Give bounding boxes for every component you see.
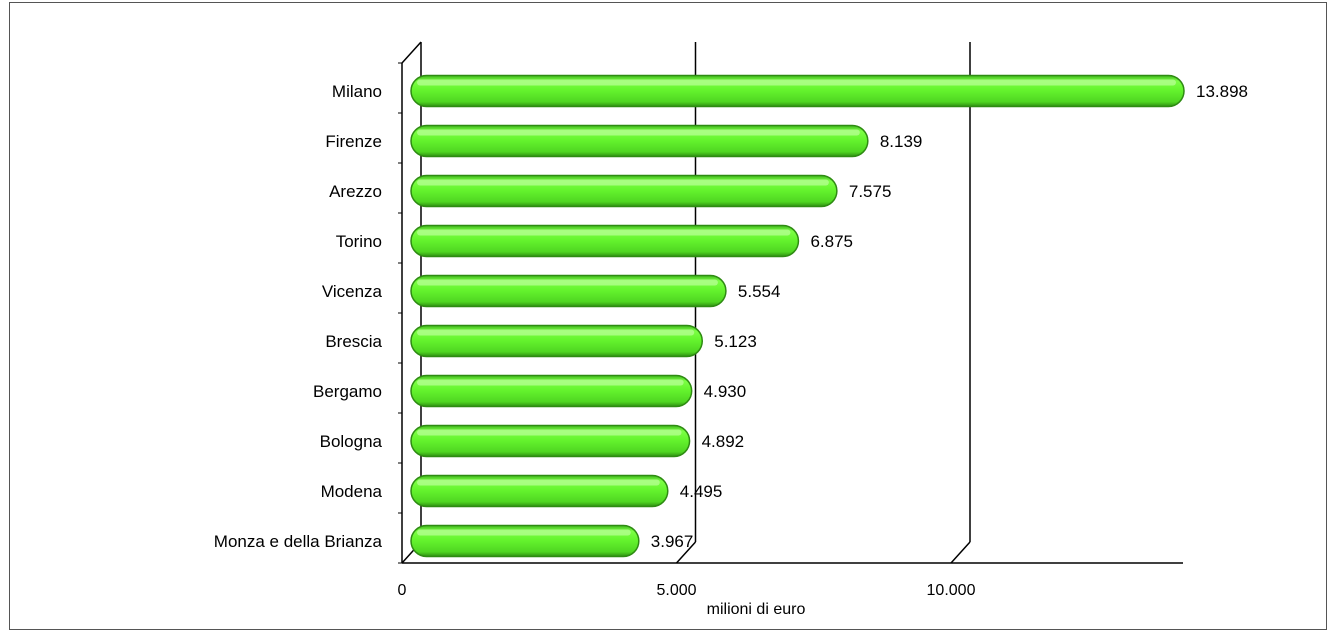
value-label: 8.139 [880,132,923,151]
category-label: Milano [332,82,382,101]
bars [410,74,1185,558]
y-axis-top-edge [401,41,422,64]
bar-highlight [417,329,695,336]
category-label: Vicenza [322,282,383,301]
x-tick-label: 10.000 [927,582,976,599]
value-label: 4.892 [702,432,745,451]
category-label: Firenze [325,132,382,151]
category-label: Brescia [325,332,382,351]
bar-highlight [417,79,1177,86]
value-label: 5.554 [738,282,781,301]
value-label: 4.930 [704,382,747,401]
value-label: 7.575 [849,182,892,201]
category-label: Monza e della Brianza [214,532,383,551]
value-label: 6.875 [810,232,853,251]
bar-highlight [417,529,631,536]
value-label: 4.495 [680,482,723,501]
bar-highlight [417,429,682,436]
x-axis-title: milioni di euro [707,601,806,618]
bar-highlight [417,379,684,386]
value-label: 5.123 [714,332,757,351]
x-tick-label: 0 [398,582,407,599]
gridline-floor [675,541,697,564]
bar-highlight [417,129,860,136]
category-label: Bologna [320,432,383,451]
category-label: Bergamo [313,382,382,401]
bar-highlight [417,479,660,486]
labels: 0 5.000 10.000 Milano 13.898 Firenze 8.139 Arez… [214,82,1248,599]
bar-highlight [417,179,829,186]
category-label: Torino [336,232,382,251]
value-label: 3.967 [651,532,694,551]
bar-highlight [417,229,791,236]
bar-highlight [417,279,718,286]
x-tick-label: 5.000 [656,582,696,599]
gridline-floor [950,541,971,564]
value-label: 13.898 [1196,82,1248,101]
category-label: Arezzo [329,182,382,201]
category-label: Modena [321,482,383,501]
